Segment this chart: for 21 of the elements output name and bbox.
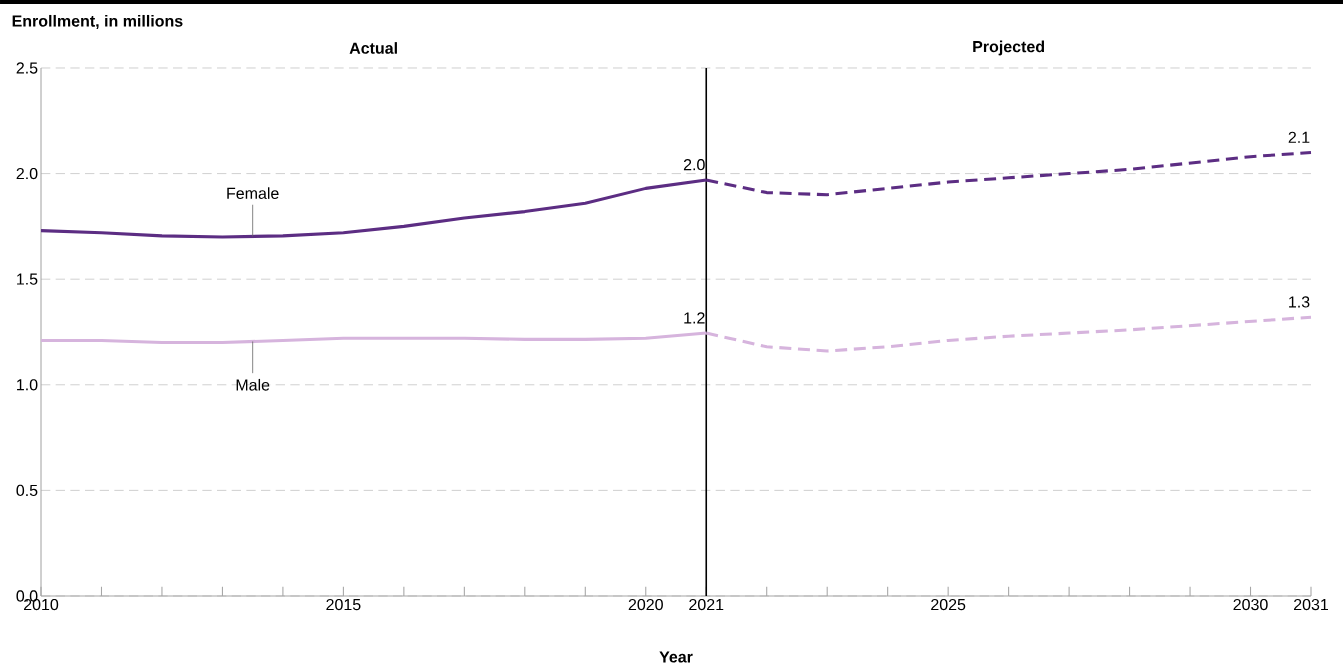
data-label: 2.0: [683, 159, 705, 171]
x-axis-title: Year: [659, 651, 693, 663]
data-label: 1.2: [684, 312, 705, 324]
y-axis-title: Enrollment, in millions: [12, 14, 183, 30]
text: Actual: [349, 42, 397, 54]
data-label: 1.3: [1289, 296, 1310, 308]
y-tick-label: 1.0: [17, 379, 38, 391]
y-tick-label: 2.5: [16, 62, 38, 74]
x-tick-label: 2025: [931, 598, 966, 611]
x-tick-label: 2031: [1294, 598, 1329, 611]
text: Female: [227, 187, 279, 199]
data-label: 2.1: [1288, 131, 1310, 143]
text: Projected: [973, 40, 1045, 56]
y-tick-label: 2.0: [16, 167, 38, 180]
y-tick-label: 1.5: [17, 273, 38, 285]
y-tick-label: 0.5: [16, 484, 38, 497]
x-tick-label: 2020: [628, 598, 663, 611]
x-tick-label: 2021: [689, 598, 724, 611]
text: Male: [236, 378, 270, 391]
x-tick-label: 2015: [326, 598, 361, 611]
x-tick-label: 2030: [1233, 598, 1268, 611]
